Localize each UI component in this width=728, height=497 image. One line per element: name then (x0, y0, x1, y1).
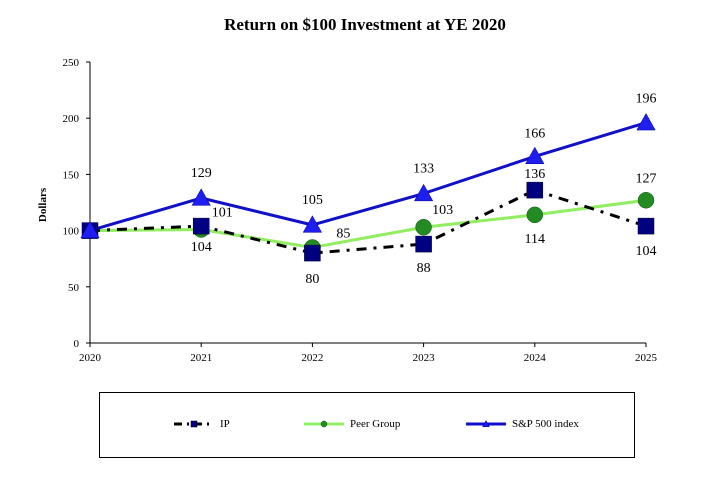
y-tick-label: 0 (74, 338, 80, 350)
data-point (526, 181, 544, 199)
data-label: 80 (305, 272, 319, 287)
data-point (413, 183, 434, 202)
legend-marker (320, 420, 328, 428)
data-label: 105 (302, 193, 323, 208)
y-tick-label: 200 (63, 113, 80, 125)
data-label: 136 (524, 167, 545, 182)
data-label: 129 (191, 166, 212, 181)
data-point (637, 192, 655, 209)
y-tick-label: 50 (68, 282, 80, 294)
series-lines (89, 121, 647, 255)
data-label: 104 (636, 244, 657, 259)
data-point (526, 206, 544, 224)
legend-marker (482, 420, 490, 428)
chart-title: Return on $100 Investment at YE 2020 (224, 15, 506, 34)
data-point (415, 235, 432, 253)
x-tick-label: 2021 (190, 352, 212, 364)
data-point (636, 112, 656, 131)
x-tick-label: 2022 (301, 352, 323, 364)
x-tick-label: 2020 (79, 352, 102, 364)
data-label: 196 (636, 92, 657, 107)
data-label: 104 (191, 240, 212, 255)
legend-label-peer-group: Peer Group (350, 418, 401, 430)
data-label: 88 (417, 261, 431, 276)
y-axis-label: Dollars (37, 187, 49, 222)
data-point (191, 188, 211, 206)
legend-swatch-ip (174, 420, 214, 428)
data-label: 103 (432, 203, 453, 218)
data-point (80, 220, 100, 239)
legend-swatch-peer-group (304, 420, 344, 428)
series-line-1 (89, 198, 647, 249)
data-point (302, 215, 323, 233)
data-label: 127 (636, 171, 657, 186)
y-tick-label: 250 (63, 57, 80, 69)
series-markers (80, 112, 656, 262)
line-chart: Return on $100 Investment at YE 2020 Dol… (37, 15, 658, 364)
axes: 0 50 100 150 200 250 2020 2021 2022 2023 2024 2025 (63, 57, 658, 364)
legend-item-ip: IP (172, 415, 230, 433)
legend: IP Peer Group S&P 500 index (99, 392, 635, 458)
data-point (415, 218, 432, 236)
x-tick-label: 2023 (413, 352, 436, 364)
legend-item-sp500: S&P 500 index (464, 415, 579, 433)
x-tick-label: 2024 (524, 352, 547, 364)
legend-item-peer-group: Peer Group (302, 415, 400, 433)
series-line-0 (89, 188, 647, 255)
data-point (192, 217, 210, 235)
data-label: 133 (413, 162, 434, 177)
y-tick-label: 100 (63, 226, 80, 238)
legend-swatch-sp500 (466, 420, 506, 428)
data-point (525, 146, 545, 165)
data-label: 166 (524, 126, 545, 141)
legend-label-sp500: S&P 500 index (512, 418, 579, 430)
data-point (637, 217, 655, 235)
data-label: 101 (212, 205, 233, 220)
data-point (304, 244, 321, 262)
data-label: 114 (525, 232, 545, 247)
series-line-2 (89, 121, 647, 233)
legend-marker (190, 420, 198, 428)
data-labels: 104 80 88 136 104 101 85 103 114 127 129 105 133 166 1… (191, 92, 657, 287)
data-label: 85 (336, 226, 350, 241)
x-tick-label: 2025 (635, 352, 658, 364)
legend-label-ip: IP (220, 418, 230, 430)
y-tick-label: 150 (63, 169, 80, 181)
